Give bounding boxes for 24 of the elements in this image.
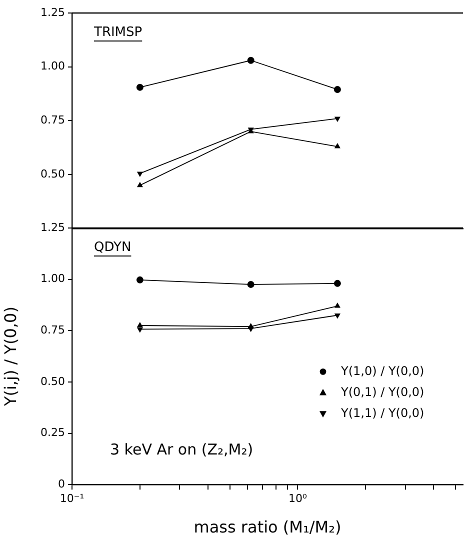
point [334, 86, 341, 93]
y-tick-label: 1.25 [40, 6, 65, 19]
y-tick-label: 0.50 [40, 374, 65, 388]
text: QDYN [94, 240, 132, 255]
point [136, 182, 143, 188]
text: TRIMSP [93, 25, 142, 40]
y-axis-title: Y(i,j) / Y(0,0) [0, 306, 20, 408]
y-tick-label: 1.00 [40, 272, 65, 286]
y-tick-label: 0.75 [40, 324, 65, 336]
annotation: 3 keV Ar on (Z₂,M₂) [110, 440, 254, 459]
y-tick-label: 0 [58, 477, 65, 490]
point [334, 143, 340, 148]
y-tick-label: 0.75 [40, 114, 65, 127]
legend-label: Y(1,0) / Y(0,0) [340, 364, 424, 378]
x-tick-label: 10⁻¹ [60, 492, 84, 506]
y-tick-label: 1.00 [40, 60, 65, 73]
legend-label: Y(1,1) / Y(0,0) [340, 406, 424, 420]
x-tick-label: 10⁰ [288, 492, 308, 506]
point [136, 84, 144, 91]
x-axis-title: mass ratio (M₁/M₂) [194, 518, 342, 537]
y-tick-label: 1.25 [40, 220, 65, 234]
legend-label: Y(0,1) / Y(0,0) [340, 384, 424, 399]
y-tick-label: 0.25 [40, 426, 65, 440]
y-tick-label: 0.50 [40, 167, 65, 180]
